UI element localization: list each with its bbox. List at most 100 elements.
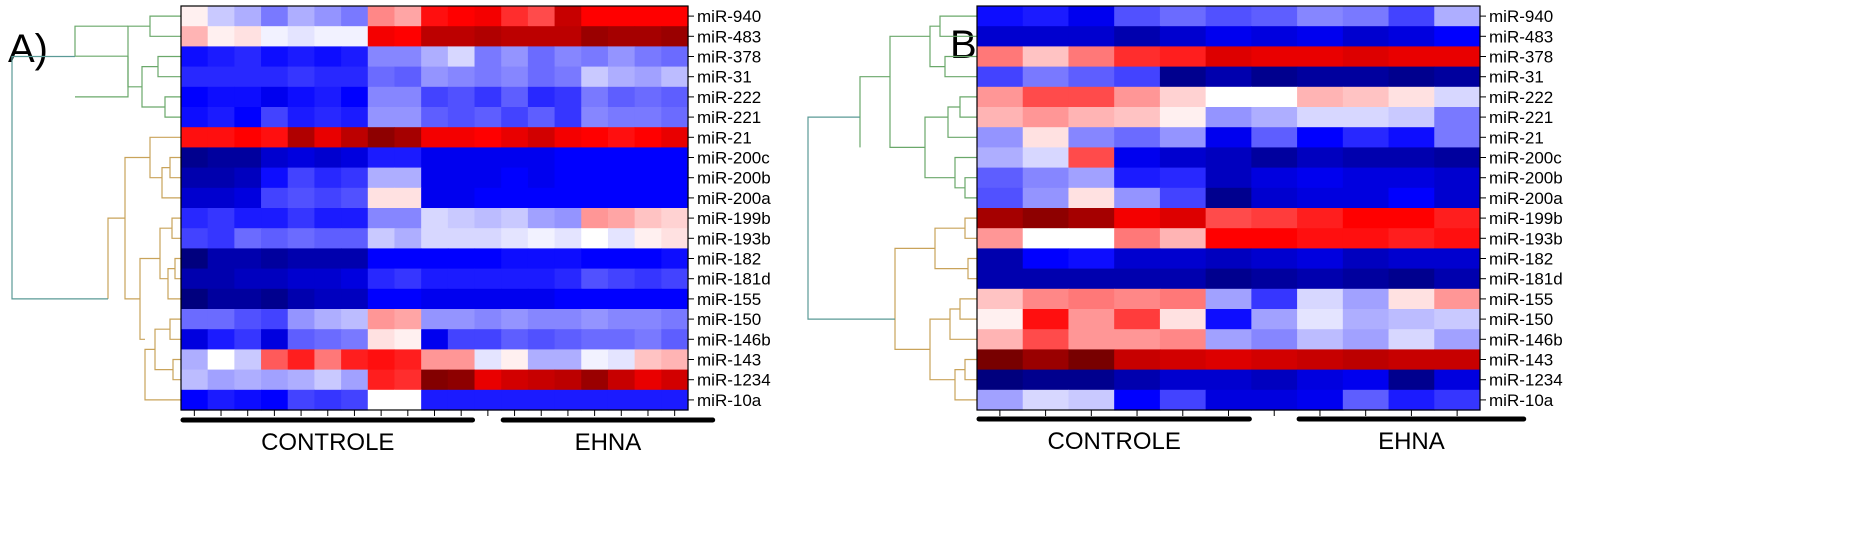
heatmap-cell — [1251, 107, 1298, 128]
heatmap-cell — [234, 309, 262, 330]
heatmap-cell — [607, 248, 636, 270]
heatmap-cell — [581, 329, 609, 350]
heatmap-cell — [421, 329, 449, 350]
heatmap-cell — [581, 309, 609, 330]
heatmap-cell — [1114, 26, 1161, 47]
heatmap-cell — [634, 86, 662, 108]
heatmap-cell — [1205, 167, 1252, 189]
dendrogram-branch — [964, 217, 977, 239]
heatmap-cell — [1251, 248, 1298, 270]
heatmap-cell — [367, 6, 396, 27]
heatmap-cell — [1114, 66, 1161, 88]
heatmap-cell — [261, 6, 289, 27]
heatmap-cell — [1159, 329, 1207, 350]
heatmap-cell — [1251, 389, 1298, 411]
heatmap-cell — [527, 86, 556, 108]
dendrogram-branch — [144, 348, 181, 401]
heatmap-cell — [607, 127, 636, 148]
heatmap-cell — [421, 208, 449, 229]
heatmap-cell — [234, 26, 262, 47]
heatmap-cell — [367, 248, 396, 270]
heatmap-cell — [1251, 309, 1298, 330]
heatmap-cell — [501, 147, 529, 169]
heatmap-cell — [474, 187, 502, 209]
heatmap-cell — [367, 86, 396, 108]
heatmap-cell — [527, 268, 556, 290]
heatmap-cell — [1022, 66, 1070, 88]
heatmap-cell — [287, 248, 316, 270]
heatmap-cell — [181, 389, 209, 411]
row-label: miR-378 — [697, 48, 761, 67]
heatmap-cell — [394, 309, 422, 330]
heatmap-cell — [261, 329, 289, 350]
heatmap-cell — [554, 26, 582, 47]
panel-b-groups: CONTROLE EHNA — [976, 416, 1527, 455]
heatmap-cell — [181, 26, 209, 47]
heatmap-cell — [447, 66, 476, 88]
row-label: miR-200b — [697, 169, 771, 188]
heatmap-cell — [1068, 208, 1115, 229]
heatmap-cell — [447, 228, 476, 249]
dendrogram-branch — [964, 177, 977, 199]
heatmap-cell — [181, 147, 209, 169]
heatmap-cell — [661, 208, 689, 229]
heatmap-cell — [1297, 127, 1344, 148]
heatmap-cell — [447, 329, 476, 350]
heatmap-cell — [501, 288, 529, 310]
dendrogram-branch — [959, 298, 977, 320]
heatmap-cell — [581, 369, 609, 391]
heatmap-cell — [607, 268, 636, 290]
heatmap-cell — [474, 147, 502, 169]
heatmap-cell — [287, 66, 316, 88]
heatmap-cell — [1342, 228, 1390, 249]
panel-a-groups: CONTROLE EHNA — [180, 417, 716, 456]
heatmap-cell — [181, 66, 209, 88]
heatmap-cell — [421, 66, 449, 88]
heatmap-cell — [1434, 248, 1481, 270]
heatmap-cell — [1388, 349, 1435, 371]
heatmap-cell — [314, 66, 342, 88]
heatmap-cell — [1022, 6, 1070, 27]
heatmap-cell — [341, 86, 369, 108]
heatmap-cell — [1114, 46, 1161, 68]
heatmap-cell — [1114, 228, 1161, 249]
heatmap-cell — [977, 228, 1024, 249]
heatmap-cell — [314, 329, 342, 350]
heatmap-cell — [287, 228, 316, 249]
heatmap-cell — [1251, 147, 1298, 169]
dendrogram-branch — [127, 25, 150, 88]
heatmap-cell — [1205, 309, 1252, 330]
panel-b-x-ticks — [999, 410, 1458, 416]
heatmap-cell — [527, 248, 556, 270]
heatmap-cell — [1251, 187, 1298, 209]
heatmap-cell — [554, 309, 582, 330]
heatmap-cell — [341, 349, 369, 371]
heatmap-cell — [287, 349, 316, 371]
heatmap-cell — [554, 127, 582, 148]
heatmap-cell — [1434, 228, 1481, 249]
dendrogram-branch — [74, 25, 128, 57]
heatmap-cell — [1159, 389, 1207, 411]
heatmap-cell — [1388, 389, 1435, 411]
heatmap-cell — [554, 288, 582, 310]
heatmap-cell — [554, 6, 582, 27]
heatmap-cell — [1297, 6, 1344, 27]
heatmap-cell — [581, 228, 609, 249]
heatmap-cell — [207, 268, 235, 290]
heatmap-cell — [1068, 26, 1115, 47]
heatmap-cell — [234, 86, 262, 108]
heatmap-cell — [634, 329, 662, 350]
heatmap-cell — [314, 6, 342, 27]
heatmap-cell — [1114, 127, 1161, 148]
heatmap-cell — [1205, 268, 1252, 290]
heatmap-cell — [474, 248, 502, 270]
group-label: EHNA — [1378, 428, 1445, 455]
panel-b-heatmap — [976, 5, 1481, 411]
heatmap-cell — [394, 288, 422, 310]
heatmap-cell — [181, 228, 209, 249]
heatmap-cell — [1205, 127, 1252, 148]
heatmap-cell — [527, 167, 556, 189]
heatmap-cell — [581, 6, 609, 27]
heatmap-cell — [181, 6, 209, 27]
